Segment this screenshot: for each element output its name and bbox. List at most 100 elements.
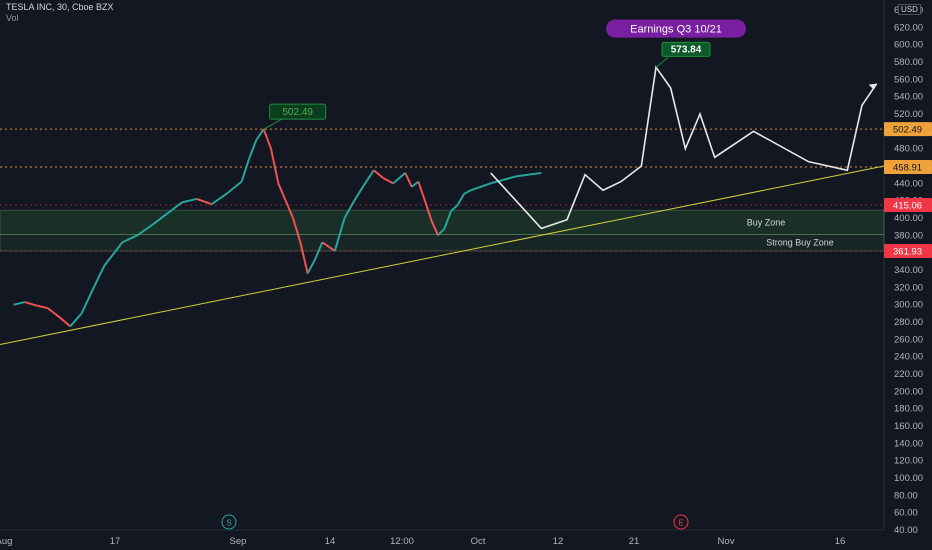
candle-segment[interactable]	[392, 172, 406, 185]
y-tick-label: 180.00	[894, 404, 923, 415]
candle-segment[interactable]	[196, 197, 213, 206]
candle-segment[interactable]	[248, 139, 258, 160]
price-callout[interactable]	[269, 103, 327, 120]
y-tick-label: 80.00	[894, 490, 918, 501]
candle-segment[interactable]	[225, 180, 243, 195]
event-callout[interactable]	[606, 19, 746, 38]
projection-path[interactable]	[490, 65, 878, 230]
candle-segment[interactable]	[58, 316, 71, 328]
candle-segment[interactable]	[92, 265, 106, 290]
event-marker[interactable]	[221, 514, 237, 530]
candle-segment[interactable]	[47, 307, 60, 318]
candle-segment[interactable]	[463, 189, 472, 195]
zone-label: Strong Buy Zone	[766, 238, 834, 248]
candle-segment[interactable]	[306, 259, 316, 274]
candle-segment[interactable]	[382, 177, 394, 185]
y-tick-label: 480.00	[894, 144, 923, 155]
candle-segment[interactable]	[80, 288, 94, 314]
candle-segment[interactable]	[262, 128, 272, 150]
candle-segment[interactable]	[321, 241, 336, 252]
candle-segment[interactable]	[284, 200, 294, 219]
candle-segment[interactable]	[255, 128, 265, 141]
candle-segment[interactable]	[423, 200, 433, 221]
y-tick-label: 320.00	[894, 282, 923, 293]
callout-pointer	[655, 56, 669, 68]
price-tag[interactable]	[884, 197, 932, 212]
candle-segment[interactable]	[437, 227, 446, 237]
y-tick-label: 580.00	[894, 57, 923, 68]
candle-segment[interactable]	[430, 220, 439, 236]
event-marker-label: S	[226, 519, 231, 528]
candle-segment[interactable]	[24, 301, 37, 307]
candle-segment[interactable]	[36, 304, 48, 310]
y-tick-label: 160.00	[894, 421, 923, 432]
y-tick-label: 340.00	[894, 265, 923, 276]
y-tick-label: 620.00	[894, 22, 923, 33]
price-tag-label: 415.06	[893, 200, 922, 211]
x-tick-label: 16	[835, 536, 846, 547]
price-tag[interactable]	[884, 243, 932, 258]
price-tag[interactable]	[884, 122, 932, 137]
candle-segment[interactable]	[136, 224, 153, 237]
price-tag-label: 502.49	[893, 125, 922, 136]
projection-arrowhead	[868, 83, 877, 90]
candle-segment[interactable]	[292, 217, 302, 243]
currency-label[interactable]: USD	[898, 4, 921, 15]
candle-segment[interactable]	[450, 204, 459, 212]
x-tick-label: Oct	[471, 536, 486, 547]
x-tick-label: 21	[629, 536, 640, 547]
volume-indicator-label[interactable]: Vol	[6, 13, 19, 23]
candle-segment[interactable]	[211, 192, 228, 205]
candle-segment[interactable]	[456, 193, 466, 206]
price-axis-panel[interactable]	[884, 0, 932, 550]
candle-segment[interactable]	[103, 241, 124, 267]
price-callout-label: 502.49	[282, 107, 313, 118]
candle-segment[interactable]	[299, 242, 309, 274]
candle-segment[interactable]	[13, 301, 26, 306]
candle-segment[interactable]	[277, 182, 287, 202]
candle-segment[interactable]	[373, 169, 385, 179]
event-marker-label: E	[678, 519, 683, 528]
zone-label: Buy Zone	[747, 217, 786, 227]
event-marker[interactable]	[673, 514, 689, 530]
candle-segment[interactable]	[490, 175, 517, 185]
candle-segment[interactable]	[343, 200, 356, 219]
price-tag-label: 361.93	[893, 246, 922, 257]
y-tick-label: 120.00	[894, 456, 923, 467]
y-tick-label: 440.00	[894, 178, 923, 189]
trendline[interactable]	[0, 165, 885, 346]
y-tick-label: 140.00	[894, 438, 923, 449]
candle-segment[interactable]	[151, 212, 168, 226]
price-tag[interactable]	[884, 159, 932, 174]
candle-segment[interactable]	[363, 169, 375, 186]
candle-segment[interactable]	[443, 210, 453, 229]
candle-segment[interactable]	[417, 181, 426, 201]
y-tick-label: 240.00	[894, 352, 923, 363]
y-tick-label: 100.00	[894, 473, 923, 484]
candle-segment[interactable]	[69, 312, 83, 327]
candle-segment[interactable]	[270, 148, 280, 184]
candle-segment[interactable]	[122, 234, 138, 244]
price-callout[interactable]	[661, 41, 711, 57]
candle-segment[interactable]	[314, 241, 324, 260]
price-tag-label: 458.91	[893, 162, 922, 173]
candle-segment[interactable]	[411, 180, 419, 188]
symbol-title[interactable]: TESLA INC, 30, Cboe BZX	[6, 2, 114, 12]
candle-segment[interactable]	[515, 171, 542, 178]
x-tick-label: 17	[110, 536, 121, 547]
candle-segment[interactable]	[240, 158, 250, 182]
candle-segment[interactable]	[181, 197, 198, 204]
y-tick-label: 260.00	[894, 334, 923, 345]
x-tick-label: Sep	[230, 536, 247, 547]
candle-segment[interactable]	[353, 184, 365, 202]
y-tick-label: 300.00	[894, 300, 923, 311]
x-tick-label: Nov	[718, 536, 735, 547]
y-tick-label: 520.00	[894, 109, 923, 120]
y-tick-label: 560.00	[894, 74, 923, 85]
candle-segment[interactable]	[404, 172, 413, 188]
x-tick-label: 12	[553, 536, 564, 547]
candle-segment[interactable]	[470, 182, 491, 192]
candle-segment[interactable]	[166, 201, 183, 215]
candle-segment[interactable]	[333, 217, 346, 252]
